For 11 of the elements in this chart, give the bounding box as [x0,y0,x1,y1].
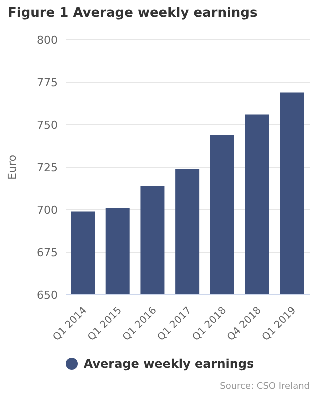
chart-title: Figure 1 Average weekly earnings [8,6,258,21]
y-tick-label: 650 [37,288,58,302]
y-tick-label: 675 [37,246,58,260]
legend-label: Average weekly earnings [84,357,254,371]
source-note: Source: CSO Ireland [220,382,310,392]
y-tick-label: 700 [37,204,58,217]
y-axis-title: Euro [6,154,19,180]
y-tick-label: 775 [37,76,58,90]
y-tick-label: 725 [37,161,58,174]
y-tick-label: 800 [37,34,58,47]
y-tick-label: 750 [37,118,58,132]
